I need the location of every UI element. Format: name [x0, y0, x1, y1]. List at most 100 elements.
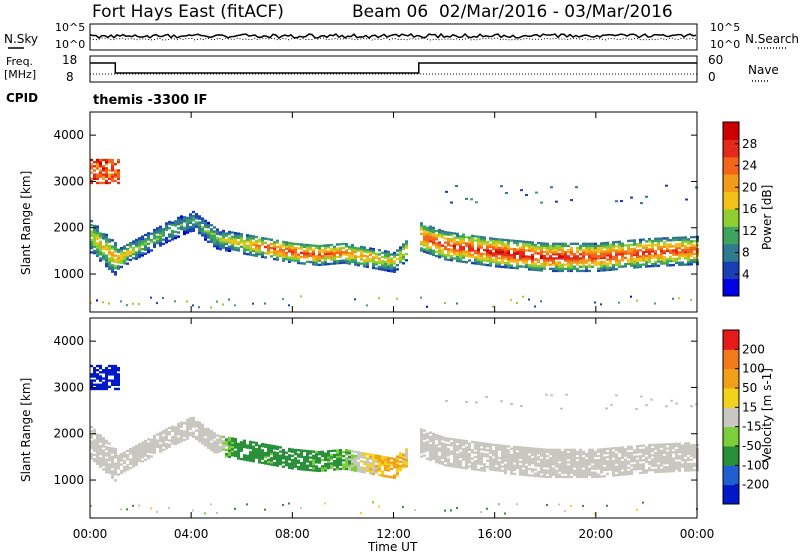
echo-cell — [519, 446, 522, 449]
echo-cell — [435, 236, 438, 239]
echo-cell — [495, 450, 498, 453]
echo-cell — [153, 230, 156, 234]
echo-cell — [651, 246, 654, 249]
echo-cell — [180, 425, 183, 428]
echo-cell — [207, 236, 210, 239]
echo-cell — [258, 446, 261, 449]
echo-cell — [678, 244, 681, 248]
echo-cell — [147, 438, 150, 441]
echo-cell — [474, 249, 477, 253]
echo-cell — [555, 250, 558, 254]
echo-cell — [621, 248, 624, 252]
echo-cell — [594, 253, 597, 256]
echo-cell — [513, 456, 516, 459]
echo-cell — [651, 241, 654, 245]
echo-cell — [579, 461, 582, 464]
echo-cell — [378, 455, 381, 458]
echo-cell — [459, 464, 462, 467]
echo-cell — [309, 260, 312, 264]
echo-cell — [690, 405, 693, 408]
echo-cell — [333, 453, 336, 457]
echo-cell — [552, 250, 555, 254]
echo-cell — [351, 454, 354, 457]
echo-cell — [684, 442, 687, 445]
echo-cell — [534, 243, 537, 247]
echo-cell — [576, 242, 579, 246]
echo-cell — [444, 509, 446, 512]
echo-cell — [348, 247, 351, 251]
echo-cell — [666, 247, 669, 250]
echo-cell — [267, 452, 270, 455]
echo-cell — [321, 454, 324, 458]
echo-cell — [333, 455, 336, 459]
colorbar-tick-label: 50 — [742, 381, 757, 395]
echo-cell — [663, 447, 666, 450]
echo-cell — [498, 456, 501, 460]
echo-cell — [144, 439, 147, 443]
echo-cell — [405, 240, 408, 243]
echo-cell — [549, 473, 552, 477]
echo-cell — [132, 452, 135, 456]
echo-cell — [570, 259, 573, 262]
echo-cell — [693, 443, 696, 447]
echo-cell — [630, 458, 633, 461]
echo-cell — [162, 440, 165, 443]
echo-cell — [642, 501, 644, 504]
echo-cell — [489, 464, 492, 467]
echo-cell — [570, 263, 573, 266]
echo-cell — [513, 256, 516, 259]
echo-cell — [156, 433, 159, 436]
echo-cell — [99, 169, 102, 172]
echo-cell — [171, 435, 174, 439]
echo-cell — [117, 261, 120, 264]
echo-cell — [99, 244, 102, 248]
echo-cell — [105, 239, 108, 243]
echo-cell — [96, 177, 99, 180]
echo-cell — [545, 393, 548, 396]
echo-cell — [654, 256, 657, 259]
echo-cell — [213, 442, 216, 446]
echo-cell — [135, 451, 138, 454]
echo-cell — [480, 238, 483, 241]
echo-cell — [576, 269, 579, 273]
echo-cell — [105, 458, 108, 461]
echo-cell — [165, 447, 168, 450]
echo-cell — [447, 239, 450, 243]
echo-cell — [423, 233, 426, 237]
echo-cell — [681, 253, 684, 256]
y-tick-label: 4000 — [53, 128, 84, 142]
echo-cell — [282, 504, 284, 507]
echo-cell — [501, 461, 504, 464]
echo-cell — [621, 259, 624, 262]
echo-cell — [162, 232, 165, 235]
echo-cell — [120, 300, 122, 303]
echo-cell — [693, 464, 696, 468]
echo-cell — [117, 171, 120, 174]
echo-cell — [252, 453, 255, 457]
echo-cell — [216, 242, 219, 246]
echo-cell — [684, 454, 687, 458]
echo-cell — [270, 463, 273, 466]
echo-cell — [615, 261, 618, 265]
echo-cell — [291, 246, 294, 249]
velocity-frame-bg — [90, 318, 697, 518]
echo-cell — [96, 448, 99, 451]
echo-cell — [114, 163, 117, 166]
echo-cell — [348, 258, 351, 261]
echo-cell — [333, 459, 336, 463]
echo-cell — [549, 461, 552, 464]
echo-cell — [495, 265, 498, 268]
echo-cell — [258, 253, 261, 256]
echo-cell — [150, 296, 152, 299]
echo-cell — [384, 460, 387, 463]
echo-cell — [621, 467, 624, 470]
echo-cell — [642, 465, 645, 468]
echo-cell — [168, 222, 171, 226]
echo-cell — [666, 262, 669, 265]
echo-cell — [372, 462, 375, 465]
echo-cell — [615, 446, 618, 450]
echo-cell — [648, 446, 651, 449]
echo-cell — [552, 454, 555, 458]
echo-cell — [498, 448, 501, 451]
echo-cell — [550, 186, 553, 189]
